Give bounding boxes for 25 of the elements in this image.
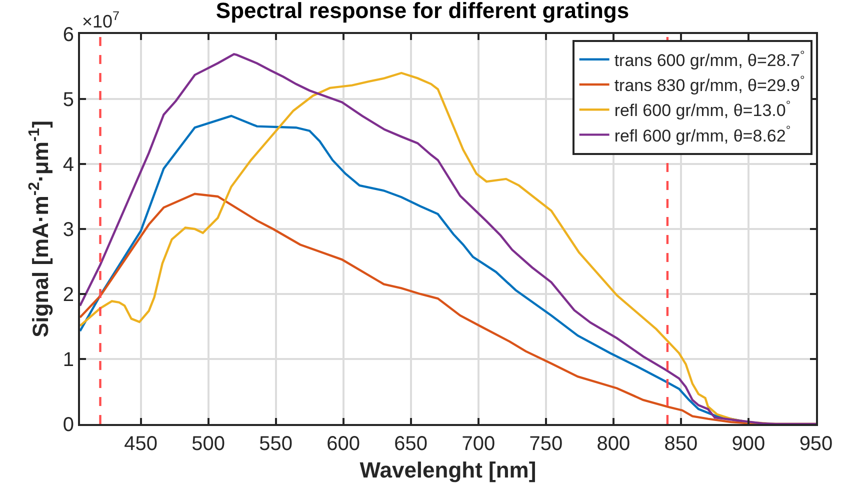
x-tick-label: 450 <box>124 433 158 455</box>
x-tick-label: 850 <box>664 433 698 455</box>
legend-label: refl 600 gr/mm, θ=13.0$^{°}$ <box>614 98 791 120</box>
x-axis-title: Wavelenght [nm] <box>360 457 536 482</box>
y-tick-label: 5 <box>62 89 74 111</box>
x-tick-label: 800 <box>596 433 630 455</box>
x-tick-label: 750 <box>529 433 563 455</box>
chart-title: Spectral response for different gratings <box>216 0 630 23</box>
legend-label: trans 600 gr/mm, θ=28.7$^{°}$ <box>614 48 806 70</box>
y-tick-label: 1 <box>62 349 74 371</box>
legend-label: trans 830 gr/mm, θ=29.9$^{°}$ <box>614 72 806 96</box>
x-tick-label: 950 <box>799 433 833 455</box>
text: ×10$^{7}$ <box>82 9 120 32</box>
x-tick-label: 900 <box>732 433 766 455</box>
x-tick-label: 600 <box>326 433 360 455</box>
y-tick-label: 0 <box>62 414 74 436</box>
x-tick-label: 500 <box>192 433 225 455</box>
y-tick-label: 3 <box>62 219 74 241</box>
x-tick-label: 700 <box>462 433 496 455</box>
y-tick-label: 2 <box>62 284 74 306</box>
x-tick-label: 550 <box>259 433 293 455</box>
x-tick-label: 650 <box>394 433 428 455</box>
y-tick-label: 6 <box>62 24 74 46</box>
legend-label: refl 600 gr/mm, θ=8.62$^{°}$ <box>614 123 791 146</box>
y-tick-label: 4 <box>62 154 74 176</box>
